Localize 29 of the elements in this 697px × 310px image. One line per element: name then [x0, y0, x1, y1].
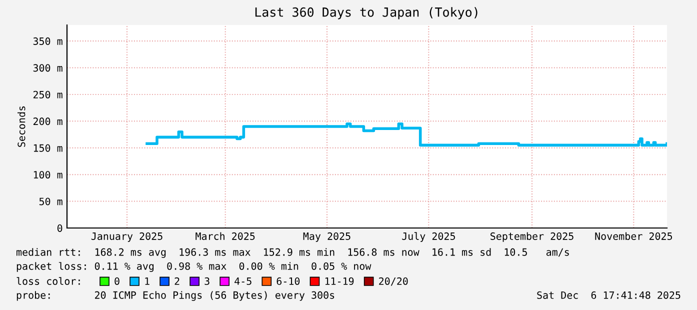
x-tick-label: May 2025 [303, 232, 350, 242]
y-tick-label: 250 m [33, 90, 62, 98]
legend-title: loss color: [16, 277, 80, 285]
y-tick-label: 50 m [39, 198, 62, 206]
legend-label: 1 [145, 277, 150, 285]
x-tick-label: September 2025 [490, 232, 574, 242]
text: probe: 20 ICMP Echo Pings (56 Bytes) every 300s [16, 291, 334, 301]
text: packet loss: 0.11 % avg 0.98 % max 0.00 % min 0.05 % now [16, 262, 372, 272]
legend-label: 3 [204, 277, 210, 285]
legend-label: 6-10 [276, 277, 300, 285]
y-axis-title: Seconds [18, 106, 26, 147]
text: median rtt: 168.2 ms avg 196.3 ms max 152.9 ms min 156.8 ms now 16.1 ms sd 10.5 am/s [16, 248, 569, 258]
legend-label: 11-19 [325, 277, 354, 285]
y-tick-label: 0 [57, 224, 62, 232]
y-tick-label: 200 m [33, 118, 62, 126]
legend-label: 20/20 [379, 277, 408, 286]
x-tick-label: March 2025 [196, 232, 255, 240]
x-tick-label: November 2025 [595, 232, 672, 240]
legend-label: 0 [114, 277, 120, 285]
legend-label: 2 [174, 277, 180, 285]
x-tick-label: January 2025 [91, 232, 162, 242]
legend-label: 4-5 [234, 277, 252, 285]
y-tick-label: 350 m [33, 37, 62, 45]
x-tick-label: July 2025 [402, 232, 455, 242]
y-tick-label: 100 m [34, 170, 62, 179]
y-tick-label: 150 m [34, 144, 62, 152]
chart-title: Last 360 Days to Japan (Tokyo) [255, 7, 478, 20]
text: Sat Dec 6 17:41:48 2025 [537, 291, 680, 299]
y-tick-label: 300 m [33, 64, 62, 72]
